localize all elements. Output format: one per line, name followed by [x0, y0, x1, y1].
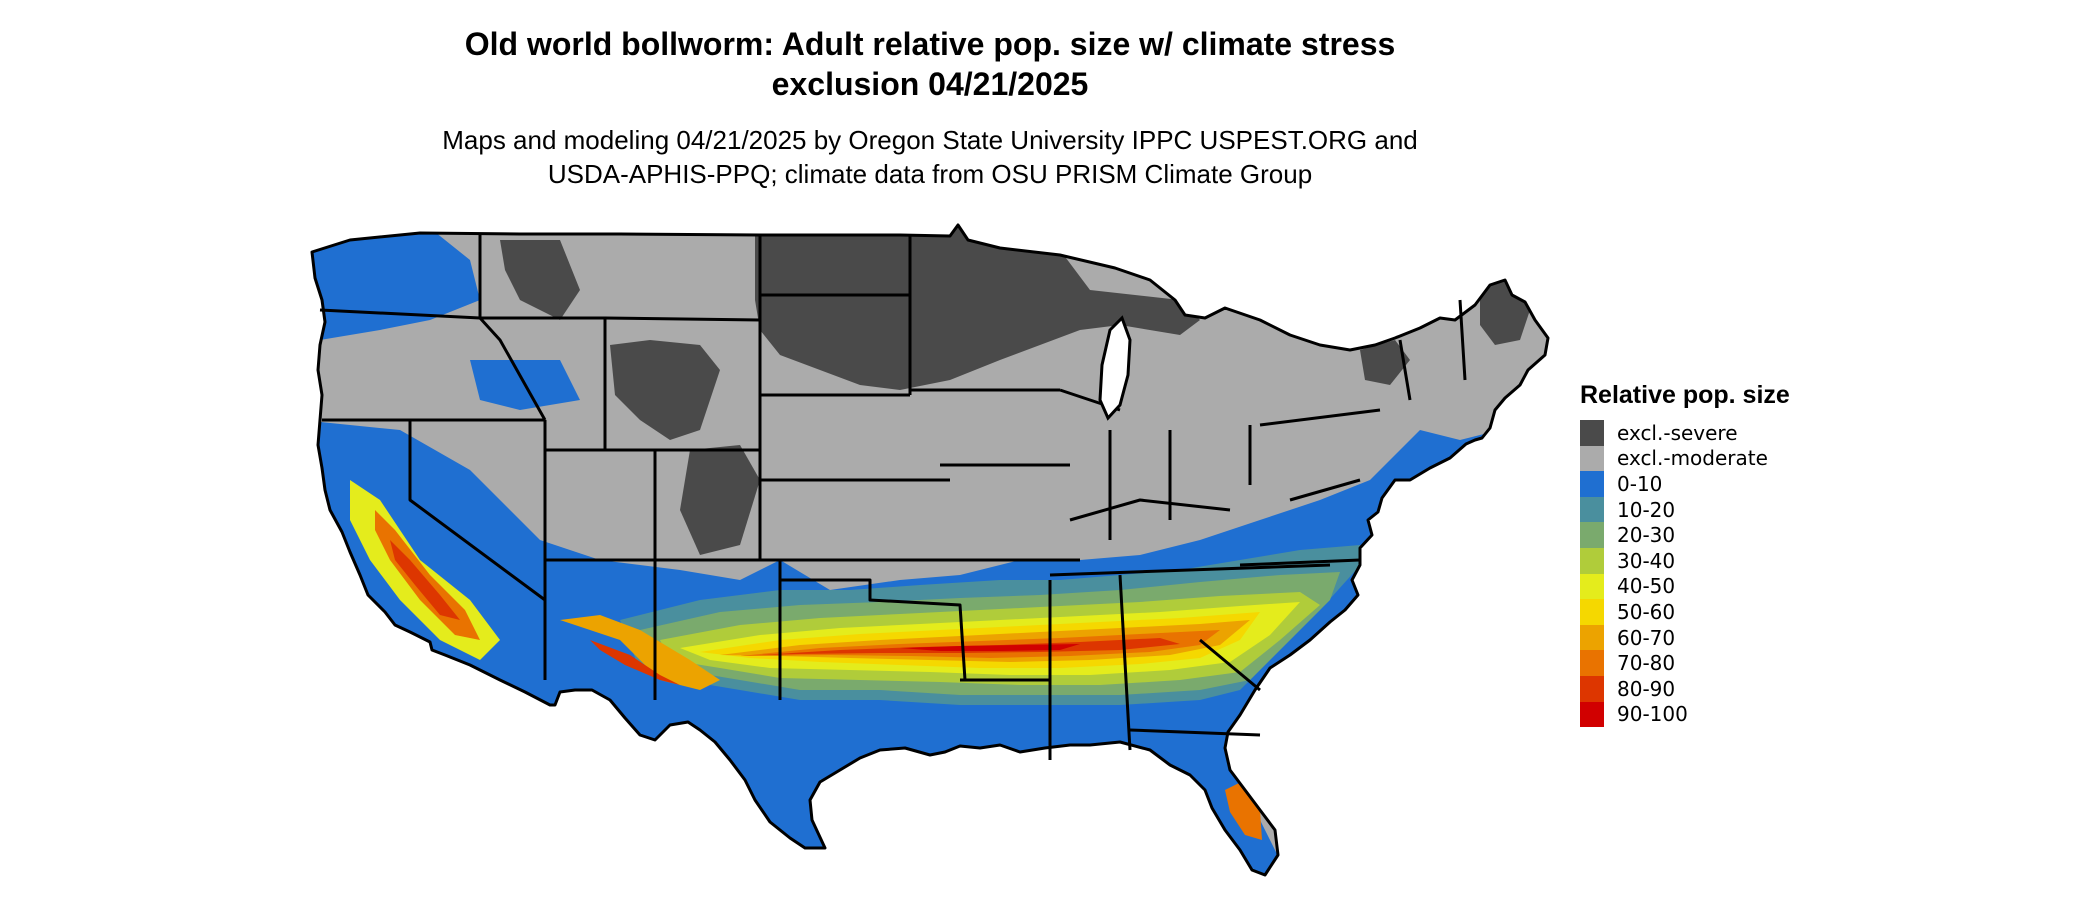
legend-label: 70-80 — [1617, 651, 1676, 676]
legend-label: 10-20 — [1617, 497, 1676, 522]
legend-item: 50-60 — [1580, 599, 2000, 625]
legend-label: excl.-severe — [1617, 420, 1738, 445]
us-map-svg — [310, 223, 1550, 877]
map-title-line-1: Old world bollworm: Adult relative pop. … — [464, 26, 1396, 62]
border-ny-vt — [1398, 339, 1412, 401]
zone-80-90-ca — [390, 540, 460, 620]
legend-label: 30-40 — [1617, 548, 1676, 573]
zone-70-80-tx-s — [830, 785, 875, 840]
legend-swatch — [1580, 650, 1604, 676]
zone-excl-severe-rockies — [610, 340, 720, 440]
zone-excl-severe-co — [680, 445, 760, 555]
map-title-line-2: exclusion 04/21/2025 — [771, 66, 1089, 102]
legend-label: 80-90 — [1617, 676, 1676, 701]
legend: Relative pop. size excl.-severe excl.-mod… — [1580, 380, 2000, 740]
legend-label: 20-30 — [1617, 523, 1676, 548]
legend-title: Relative pop. size — [1580, 381, 1790, 409]
legend-swatch — [1580, 522, 1604, 548]
legend-item: excl.-severe — [1580, 420, 2000, 446]
legend-swatch — [1580, 496, 1604, 523]
legend-item: 20-30 — [1580, 522, 2000, 548]
great-lakes-michigan — [1098, 315, 1132, 421]
zone-90-100-band — [900, 644, 1080, 651]
border-tn-ky — [1049, 563, 1331, 577]
legend-swatch — [1580, 420, 1604, 446]
state-borders — [310, 223, 1550, 877]
map-subtitle: Maps and modeling 04/21/2025 by Oregon S… — [0, 123, 1860, 191]
us-outline — [310, 223, 1550, 877]
border-ga-fl — [1129, 728, 1261, 737]
border-ky-oh — [1069, 498, 1231, 522]
border-ga-sc — [1199, 638, 1261, 692]
legend-label: excl.-moderate — [1617, 446, 1768, 471]
legend-item: 70-80 — [1580, 650, 2000, 676]
zone-excl-severe-ne2 — [1360, 340, 1410, 385]
border-pa-ny — [1259, 408, 1381, 427]
zone-excl-severe-north — [755, 225, 1200, 390]
legend-item: 60-70 — [1580, 624, 2000, 651]
legend-swatch — [1580, 624, 1604, 651]
zone-excl-severe-mt — [500, 240, 580, 320]
map-title: Old world bollworm: Adult relative pop. … — [0, 24, 1860, 104]
legend-swatch — [1580, 573, 1604, 600]
legend-swatch — [1580, 471, 1604, 497]
map-subtitle-line-2: USDA-APHIS-PPQ; climate data from OSU PR… — [547, 159, 1313, 189]
border-va-md — [1289, 478, 1361, 502]
legend-label: 90-100 — [1617, 702, 1688, 727]
legend-item: 10-20 — [1580, 496, 2000, 523]
legend-item: 30-40 — [1580, 547, 2000, 574]
border-id-east — [478, 235, 547, 421]
legend-label: 60-70 — [1617, 625, 1676, 650]
legend-item: 80-90 — [1580, 675, 2000, 702]
zone-80-90-az — [590, 640, 680, 685]
legend-swatch — [1580, 547, 1604, 574]
border-nc-va — [1239, 558, 1361, 567]
legend-swatch — [1580, 701, 1604, 728]
us-map — [300, 220, 1560, 900]
legend-swatch — [1580, 599, 1604, 625]
zone-70-80-ca — [375, 510, 480, 640]
border-me-nh — [1458, 299, 1467, 381]
legend-label: 0-10 — [1617, 471, 1663, 496]
legend-label: 50-60 — [1617, 599, 1676, 624]
legend-item: 40-50 — [1580, 573, 2000, 600]
border-ok-tx — [780, 578, 967, 681]
legend-label: 40-50 — [1617, 574, 1676, 599]
legend-swatch — [1580, 675, 1604, 702]
border-nv-ca — [408, 420, 546, 602]
legend-swatch — [1580, 445, 1604, 472]
border-ms-al — [1048, 574, 1132, 760]
zone-50-60-tx-s — [820, 770, 890, 850]
zone-70-80-fl — [1225, 780, 1262, 840]
legend-items: excl.-severe excl.-moderate 0-10 10-20 20-30… — [1580, 420, 2000, 728]
map-subtitle-line-1: Maps and modeling 04/21/2025 by Oregon S… — [442, 125, 1418, 155]
border-wa-or — [319, 308, 481, 320]
legend-item: 90-100 — [1580, 701, 2000, 728]
border-ut-co-az-nm — [545, 448, 657, 700]
legend-item: 0-10 — [1580, 471, 2000, 497]
zone-60-70-az — [560, 615, 720, 690]
legend-item: excl.-moderate — [1580, 445, 2000, 472]
